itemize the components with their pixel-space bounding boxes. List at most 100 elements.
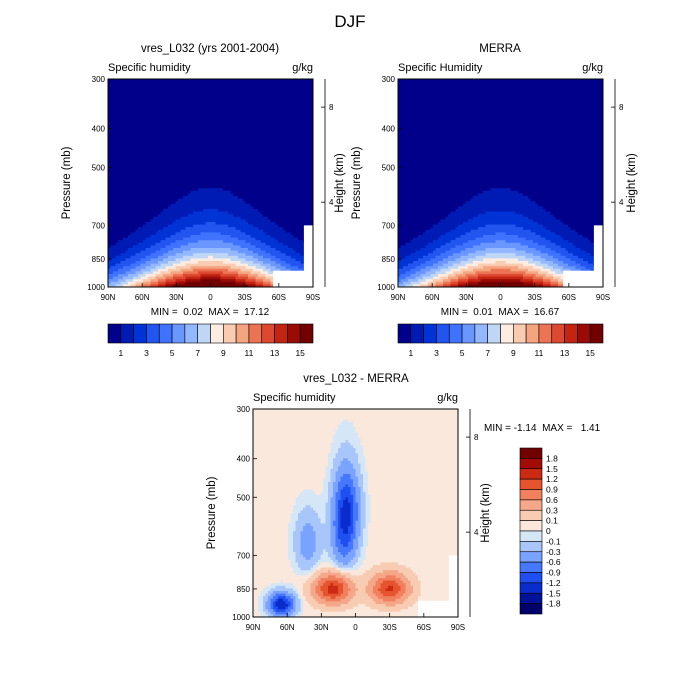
field-cell [290, 112, 294, 116]
field-cell [245, 138, 249, 142]
field-cell [165, 193, 169, 197]
field-cell [223, 141, 227, 145]
field-cell [185, 110, 189, 114]
field-cell [110, 224, 114, 228]
field-cell [308, 107, 312, 111]
field-cell [303, 216, 307, 220]
field-cell [140, 112, 144, 116]
field-cell [168, 227, 172, 231]
field-cell [125, 154, 129, 158]
field-cell [298, 175, 302, 179]
field-cell [135, 138, 139, 142]
field-cell [300, 198, 304, 202]
field-cell [115, 92, 119, 96]
panel-model-title: vres_L032 (yrs 2001-2004) [141, 43, 279, 55]
field-cell [248, 136, 252, 140]
field-cell [158, 141, 162, 145]
field-cell [308, 99, 312, 103]
field-cell [280, 107, 284, 111]
field-cell [308, 172, 312, 176]
field-cell [228, 164, 232, 168]
field-cell [150, 125, 154, 129]
field-cell [270, 151, 274, 155]
field-cell [188, 177, 192, 181]
field-cell [200, 180, 204, 184]
field-cell [123, 201, 127, 205]
field-cell [225, 224, 229, 228]
field-cell [123, 146, 127, 150]
field-cell [230, 141, 234, 145]
field-cell [310, 131, 313, 135]
field-cell [238, 164, 242, 168]
field-cell [285, 120, 289, 124]
field-cell [205, 99, 209, 103]
figure-title: DJF [334, 12, 365, 31]
field-cell [260, 84, 264, 88]
field-cell [240, 214, 244, 218]
field-cell [195, 229, 199, 233]
field-cell [273, 146, 277, 150]
field-cell [178, 97, 182, 101]
field-cell [273, 97, 277, 101]
field-cell [218, 110, 222, 114]
field-cell [183, 84, 187, 88]
field-cell [220, 167, 224, 171]
field-cell [308, 222, 312, 226]
field-cell [288, 89, 292, 93]
field-cell [210, 172, 214, 176]
field-cell [153, 170, 157, 174]
field-cell [230, 144, 234, 148]
field-cell [135, 84, 139, 88]
field-cell [143, 115, 147, 119]
field-cell [128, 157, 132, 161]
field-cell [115, 159, 119, 163]
field-cell [130, 229, 134, 233]
field-cell [288, 149, 292, 153]
field-cell [243, 180, 247, 184]
field-cell [180, 105, 184, 109]
field-cell [235, 120, 239, 124]
field-cell [255, 131, 259, 135]
field-cell [225, 206, 229, 210]
field-cell [208, 97, 212, 101]
field-cell [210, 164, 214, 168]
field-cell [135, 141, 139, 145]
field-cell [275, 172, 279, 176]
field-cell [225, 89, 229, 93]
field-cell [185, 177, 189, 181]
field-cell [258, 154, 262, 158]
field-cell [285, 154, 289, 158]
field-cell [178, 154, 182, 158]
field-cell [115, 188, 119, 192]
field-cell [198, 219, 202, 223]
field-cell [310, 206, 313, 210]
field-cell [210, 94, 214, 98]
field-cell [150, 198, 154, 202]
field-cell [288, 112, 292, 116]
field-cell [225, 172, 229, 176]
field-cell [248, 141, 252, 145]
field-cell [270, 172, 274, 176]
field-cell [128, 235, 132, 239]
field-cell [190, 94, 194, 98]
field-cell [278, 201, 282, 205]
field-cell [143, 138, 147, 142]
field-cell [298, 201, 302, 205]
field-cell [283, 222, 287, 226]
field-cell [168, 170, 172, 174]
field-cell [233, 120, 237, 124]
field-cell [168, 125, 172, 129]
field-cell [140, 177, 144, 181]
field-cell [120, 175, 124, 179]
field-cell [143, 110, 147, 114]
field-cell [240, 102, 244, 106]
field-cell [140, 149, 144, 153]
field-cell [218, 214, 222, 218]
field-cell [280, 232, 284, 236]
field-cell [275, 146, 279, 150]
field-cell [118, 107, 122, 111]
field-cell [155, 180, 159, 184]
field-cell [168, 188, 172, 192]
field-cell [253, 157, 257, 161]
field-cell [210, 141, 214, 145]
